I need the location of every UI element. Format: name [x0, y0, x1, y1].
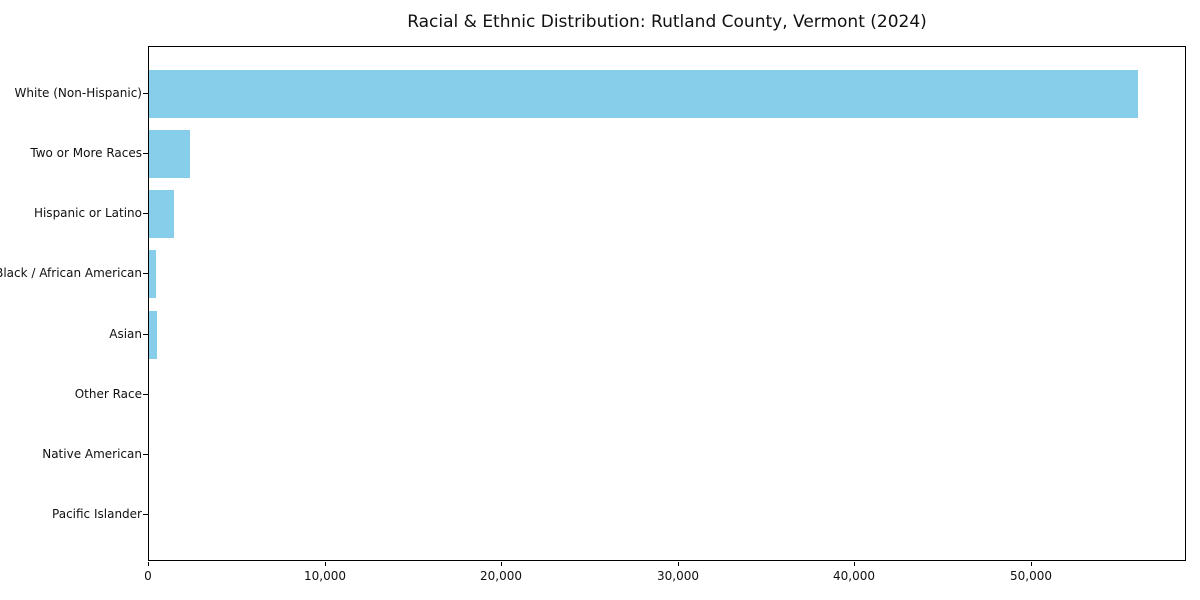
x-tick [148, 562, 149, 566]
chart-title: Racial & Ethnic Distribution: Rutland Co… [407, 12, 927, 32]
y-tick [143, 334, 148, 335]
x-tick-label: 10,000 [304, 569, 346, 583]
x-tick-label: 40,000 [833, 569, 875, 583]
bar-white-non-hispanic [149, 70, 1138, 118]
x-tick [1031, 562, 1032, 566]
x-tick [854, 562, 855, 566]
y-axis-label: Other Race [74, 387, 142, 401]
y-axis-label: Black / African American [0, 266, 142, 280]
bar-black-african-american [149, 250, 156, 298]
y-tick [143, 454, 148, 455]
x-tick [678, 562, 679, 566]
bar-asian [149, 311, 157, 359]
bar-two-or-more-races [149, 130, 190, 178]
plot-area [148, 46, 1186, 561]
x-tick [325, 562, 326, 566]
y-tick [143, 273, 148, 274]
x-tick-label: 0 [144, 569, 152, 583]
y-axis-label: Hispanic or Latino [33, 206, 142, 220]
y-tick [143, 514, 148, 515]
x-tick [501, 562, 502, 566]
y-axis-label: White (Non-Hispanic) [14, 86, 142, 100]
y-axis-label: Pacific Islander [52, 507, 142, 521]
y-tick [143, 153, 148, 154]
x-tick-label: 30,000 [657, 569, 699, 583]
x-tick-label: 20,000 [480, 569, 522, 583]
bar-hispanic-or-latino [149, 190, 174, 238]
x-tick-label: 50,000 [1010, 569, 1052, 583]
y-axis-label: Native American [42, 447, 142, 461]
y-tick [143, 394, 148, 395]
y-axis-label: Two or More Races [30, 146, 142, 160]
y-tick [143, 93, 148, 94]
y-axis-label: Asian [109, 327, 142, 341]
y-tick [143, 213, 148, 214]
